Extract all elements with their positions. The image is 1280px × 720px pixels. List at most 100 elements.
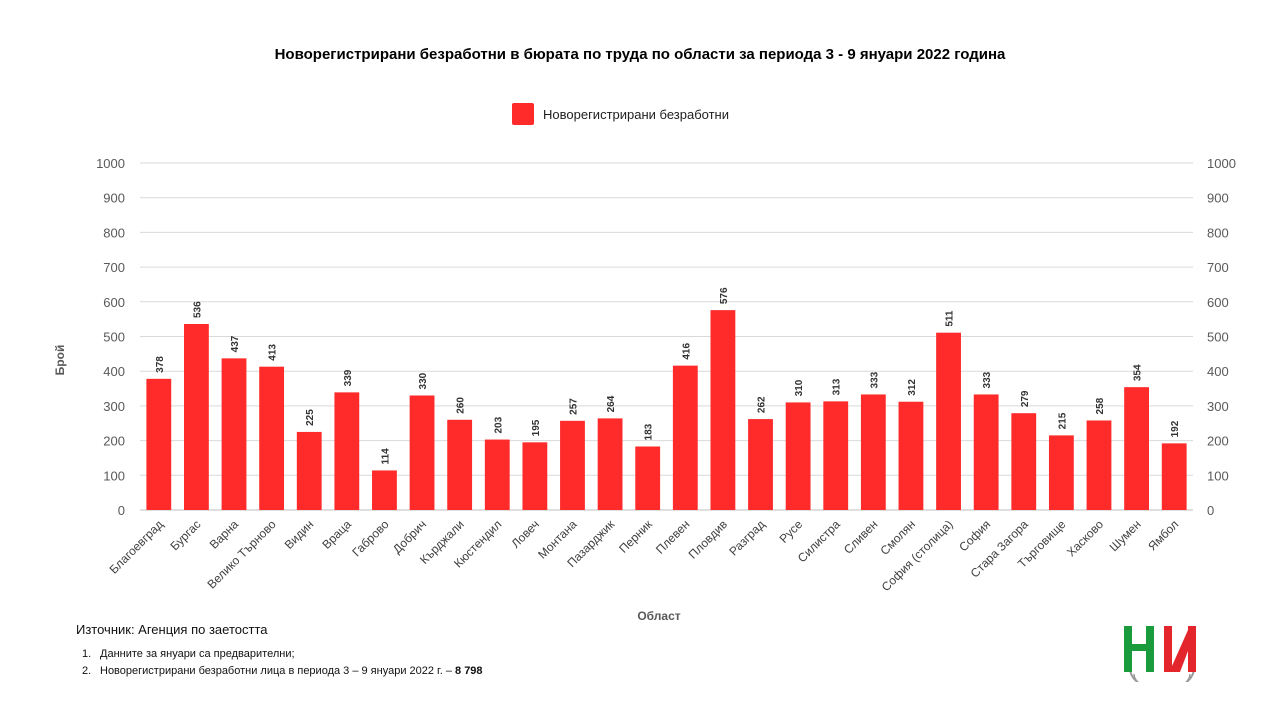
data-label: 215 [1057, 412, 1068, 429]
data-label: 225 [305, 409, 316, 426]
bar [259, 366, 285, 510]
x-tick-label: Бургас [168, 517, 204, 553]
x-tick-label: Хасково [1064, 517, 1106, 559]
data-label: 192 [1170, 420, 1181, 437]
x-tick-label: Велико Търново [204, 517, 279, 592]
data-label: 536 [192, 301, 203, 318]
x-tick-label: Ямбол [1145, 517, 1181, 553]
data-label: 257 [568, 398, 579, 415]
x-tick-label: Благоевград [107, 517, 166, 576]
bar [1048, 435, 1074, 510]
data-label: 264 [606, 395, 617, 412]
ni-logo-icon [1124, 626, 1196, 682]
legend-label: Новорегистрирани безработни [543, 106, 729, 122]
legend-swatch [512, 103, 534, 125]
bar [522, 442, 548, 510]
data-label: 330 [418, 372, 429, 389]
bar [146, 378, 172, 510]
y-tick-label-right: 400 [1207, 364, 1229, 379]
y-tick-label-left: 100 [103, 468, 125, 483]
bar [1086, 420, 1112, 510]
total-value: 8 798 [455, 665, 483, 677]
bar [372, 470, 397, 510]
bar [973, 394, 999, 510]
data-label: 195 [531, 419, 542, 436]
y-tick-label-left: 1000 [96, 156, 125, 171]
bar [748, 419, 773, 510]
bar [484, 439, 510, 510]
source-text: Източник: Агенция по заетостта [76, 622, 268, 637]
data-label: 183 [644, 423, 655, 440]
y-tick-label-right: 100 [1207, 468, 1229, 483]
y-tick-label-right: 200 [1207, 434, 1229, 449]
data-label: 576 [719, 287, 730, 304]
footnote-1: 1. Данните за януари са предварителни; [82, 648, 295, 660]
x-tick-label: Разград [726, 517, 767, 558]
y-tick-label-right: 1000 [1207, 156, 1236, 171]
data-label: 333 [982, 371, 993, 388]
data-label: 511 [945, 310, 956, 327]
y-tick-label-left: 0 [118, 503, 125, 518]
y-tick-label-left: 800 [103, 225, 125, 240]
y-tick-label-right: 800 [1207, 225, 1229, 240]
y-tick-label-right: 300 [1207, 399, 1229, 414]
bar [860, 394, 886, 510]
data-label: 313 [832, 378, 843, 395]
data-label: 114 [380, 448, 391, 465]
y-tick-label-left: 300 [103, 399, 125, 414]
x-tick-label: Ловеч [509, 517, 542, 550]
bar [447, 419, 473, 510]
bar [184, 324, 209, 510]
y-tick-label-right: 700 [1207, 260, 1229, 275]
y-tick-label-left: 700 [103, 260, 125, 275]
data-label: 437 [230, 335, 241, 352]
bar [296, 431, 322, 510]
data-label: 416 [681, 343, 692, 360]
y-tick-label-right: 600 [1207, 295, 1229, 310]
data-label: 312 [907, 379, 918, 396]
x-tick-label: Шумен [1107, 517, 1144, 554]
chart-title: Новорегистрирани безработни в бюрата по … [274, 46, 1006, 63]
x-tick-label: Пловдив [686, 517, 730, 561]
y-tick-label-right: 900 [1207, 191, 1229, 206]
bar [334, 392, 360, 510]
data-label: 333 [869, 371, 880, 388]
x-tick-label: София [956, 517, 993, 554]
y-tick-label-right: 500 [1207, 330, 1229, 345]
bar [710, 310, 736, 510]
y-tick-label-left: 400 [103, 364, 125, 379]
bar [823, 401, 849, 510]
data-label: 354 [1133, 364, 1144, 381]
x-axis-title: Област [637, 609, 680, 623]
footnote-2: 2. Новорегистрирани безработни лица в пер… [82, 665, 483, 677]
x-tick-label: Сливен [841, 517, 881, 557]
data-label: 310 [794, 379, 805, 396]
bar [785, 402, 811, 510]
y-tick-label-left: 200 [103, 434, 125, 449]
x-tick-label: Габрово [349, 517, 391, 559]
y-tick-label-left: 600 [103, 295, 125, 310]
data-label: 378 [155, 356, 166, 373]
bar [898, 401, 924, 510]
data-label: 339 [343, 369, 354, 386]
footnotes: 1. Данните за януари са предварителни; 2.… [82, 646, 483, 680]
y-tick-label-left: 500 [103, 330, 125, 345]
data-label: 258 [1095, 397, 1106, 414]
x-tick-label: Русе [777, 517, 806, 546]
bar [1124, 387, 1149, 510]
data-label: 203 [493, 416, 504, 433]
data-label: 262 [757, 396, 768, 413]
data-label: 260 [456, 397, 467, 414]
x-tick-label: Перник [616, 517, 655, 556]
bar [936, 332, 961, 510]
x-tick-label: Варна [207, 517, 242, 552]
data-label: 413 [268, 344, 279, 361]
bar [1161, 443, 1187, 510]
bar [635, 446, 661, 510]
y-axis-title: Брой [53, 345, 67, 376]
bar [1011, 413, 1037, 510]
data-label: 279 [1020, 390, 1031, 407]
x-tick-label: София (столица) [879, 517, 956, 594]
y-tick-label-left: 900 [103, 191, 125, 206]
